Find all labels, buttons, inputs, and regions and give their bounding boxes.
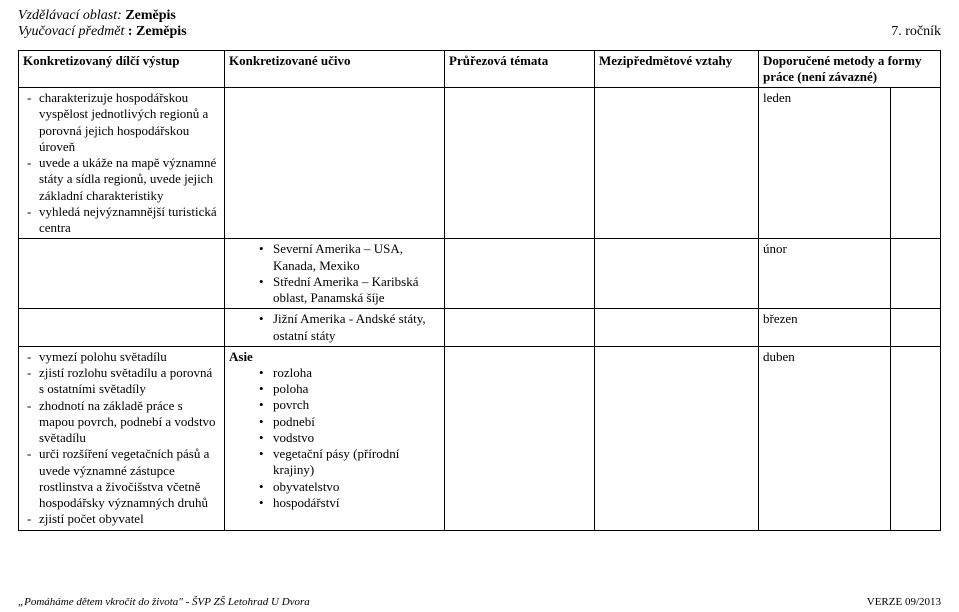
list-item: podnebí [259,414,440,430]
area-value: Zeměpis [125,8,176,23]
list-item: obyvatelstvo [259,479,440,495]
topics-list: Severní Amerika – USA, Kanada, Mexiko St… [229,241,440,306]
topics-list: Jižní Amerika - Andské státy, ostatní st… [229,311,440,344]
list-item: vodstvo [259,430,440,446]
list-item: rozloha [259,365,440,381]
list-item: zjistí rozlohu světadílu a porovná s ost… [27,365,220,398]
month-cell: únor [759,239,891,309]
list-item: vyhledá nejvýznamnější turistická centra [27,204,220,237]
list-item: vegetační pásy (přírodní krajiny) [259,446,440,479]
col-header-3: Průřezová témata [445,51,595,88]
section-title: Asie [229,349,440,365]
col-header-4: Mezipředmětové vztahy [595,51,759,88]
month-cell: duben [759,346,891,530]
list-item: Střední Amerika – Karibská oblast, Panam… [259,274,440,307]
topics-list: rozloha poloha povrch podnebí vodstvo ve… [229,365,440,511]
list-item: povrch [259,397,440,413]
page-footer: „Pomáháme dětem vkročit do života" - ŠVP… [18,596,941,608]
table-row: vymezí polohu světadílu zjistí rozlohu s… [19,346,941,530]
header-area: Vzdělávací oblast: Zeměpis [18,8,941,24]
list-item: charakterizuje hospodářskou vyspělost je… [27,90,220,155]
list-item: urči rozšíření vegetačních pásů a uvede … [27,446,220,511]
col-header-5: Doporučené metody a formy práce (není zá… [759,51,941,88]
subject-value: : Zeměpis [128,24,187,39]
month-cell: leden [759,88,891,239]
grade-label: 7. ročník [891,24,941,40]
list-item: Severní Amerika – USA, Kanada, Mexiko [259,241,440,274]
table-header-row: Konkretizovaný dílčí výstup Konkretizova… [19,51,941,88]
list-item: poloha [259,381,440,397]
list-item: zhodnotí na základě práce s mapou povrch… [27,398,220,447]
list-item: vymezí polohu světadílu [27,349,220,365]
footer-right: VERZE 09/2013 [867,596,941,608]
list-item: zjistí počet obyvatel [27,511,220,527]
col-header-2: Konkretizované učivo [225,51,445,88]
outcomes-list: charakterizuje hospodářskou vyspělost je… [23,90,220,236]
area-label: Vzdělávací oblast: [18,8,122,23]
list-item: Jižní Amerika - Andské státy, ostatní st… [259,311,440,344]
list-item: hospodářství [259,495,440,511]
header-subject-row: Vyučovací předmět : Zeměpis 7. ročník [18,24,941,40]
table-row: charakterizuje hospodářskou vyspělost je… [19,88,941,239]
table-row: Jižní Amerika - Andské státy, ostatní st… [19,309,941,347]
outcomes-list: vymezí polohu světadílu zjistí rozlohu s… [23,349,220,528]
month-cell: březen [759,309,891,347]
curriculum-table: Konkretizovaný dílčí výstup Konkretizova… [18,50,941,531]
subject-label: Vyučovací předmět [18,24,124,39]
list-item: uvede a ukáže na mapě významné státy a s… [27,155,220,204]
table-row: Severní Amerika – USA, Kanada, Mexiko St… [19,239,941,309]
col-header-1: Konkretizovaný dílčí výstup [19,51,225,88]
footer-left: „Pomáháme dětem vkročit do života" - ŠVP… [18,596,310,608]
